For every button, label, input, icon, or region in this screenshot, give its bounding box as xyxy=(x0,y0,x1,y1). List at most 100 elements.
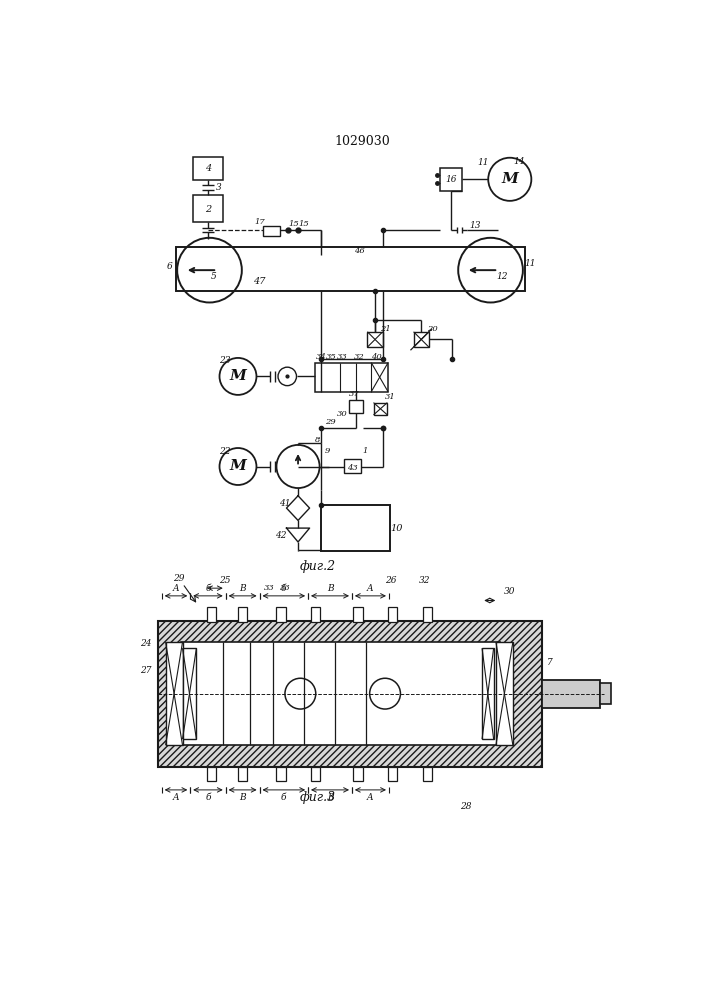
Bar xyxy=(423,767,432,781)
Text: 4: 4 xyxy=(205,164,211,173)
Bar xyxy=(440,168,462,191)
Text: 33: 33 xyxy=(264,584,275,592)
Text: 41: 41 xyxy=(279,499,291,508)
Bar xyxy=(354,607,363,622)
Text: б: б xyxy=(205,584,211,593)
Bar xyxy=(354,767,363,781)
Text: 22: 22 xyxy=(219,447,230,456)
Text: 40: 40 xyxy=(371,353,382,361)
Bar xyxy=(321,505,390,551)
Text: 20: 20 xyxy=(426,325,438,333)
Bar xyxy=(315,363,388,392)
Text: 28: 28 xyxy=(460,802,472,811)
Text: 30: 30 xyxy=(337,410,348,418)
Text: фиг.3: фиг.3 xyxy=(299,791,335,804)
Text: 17: 17 xyxy=(255,218,265,226)
Text: б: б xyxy=(205,793,211,802)
Text: B: B xyxy=(239,584,246,593)
Text: A: A xyxy=(367,793,374,802)
Text: 42: 42 xyxy=(275,531,287,540)
Text: 3: 3 xyxy=(216,183,221,192)
Text: 31: 31 xyxy=(385,393,396,401)
Text: 26: 26 xyxy=(385,576,396,585)
Bar xyxy=(373,403,387,415)
Bar xyxy=(176,247,525,291)
Bar xyxy=(181,642,500,745)
Text: M: M xyxy=(501,172,518,186)
Text: 35: 35 xyxy=(326,353,337,361)
Text: 33: 33 xyxy=(279,584,291,592)
Text: 9: 9 xyxy=(325,447,330,455)
Text: 12: 12 xyxy=(496,272,508,281)
Bar xyxy=(600,683,612,704)
Text: 6: 6 xyxy=(167,262,173,271)
Bar xyxy=(311,767,320,781)
Circle shape xyxy=(285,678,316,709)
Text: 29: 29 xyxy=(173,574,185,583)
Bar xyxy=(423,607,432,622)
Text: 23: 23 xyxy=(219,356,230,365)
Text: 13: 13 xyxy=(469,221,481,230)
Text: 8: 8 xyxy=(315,436,320,444)
Text: 15: 15 xyxy=(289,220,300,228)
Text: B: B xyxy=(327,793,333,802)
Bar xyxy=(238,767,247,781)
Text: M: M xyxy=(230,460,247,474)
Bar xyxy=(192,157,223,180)
Text: 32: 32 xyxy=(354,353,365,361)
Bar xyxy=(482,648,493,739)
Bar xyxy=(414,332,429,347)
Text: 25: 25 xyxy=(219,576,230,585)
Text: A: A xyxy=(173,793,180,802)
Text: 30: 30 xyxy=(504,587,515,596)
Text: A: A xyxy=(173,584,180,593)
Bar xyxy=(182,648,197,739)
Text: A: A xyxy=(367,584,374,593)
Text: б: б xyxy=(281,793,286,802)
Text: 5: 5 xyxy=(211,272,216,281)
Text: 37: 37 xyxy=(349,390,360,398)
Text: 32: 32 xyxy=(419,576,431,585)
Text: B: B xyxy=(239,793,246,802)
Bar xyxy=(349,400,363,413)
Bar xyxy=(192,195,223,222)
Bar xyxy=(207,607,216,622)
Text: 15: 15 xyxy=(299,220,310,228)
Bar xyxy=(311,607,320,622)
Text: 46: 46 xyxy=(354,247,365,255)
Text: 24: 24 xyxy=(140,639,151,648)
Bar xyxy=(496,642,513,745)
Bar xyxy=(207,767,216,781)
Text: 11: 11 xyxy=(478,158,489,167)
Text: б: б xyxy=(281,584,286,593)
Text: 43: 43 xyxy=(347,464,358,472)
Text: 47: 47 xyxy=(253,277,266,286)
Bar xyxy=(165,642,182,745)
Text: 2: 2 xyxy=(205,205,211,214)
Bar xyxy=(264,226,281,235)
Bar xyxy=(388,767,397,781)
Text: 14: 14 xyxy=(513,157,525,166)
Text: 34: 34 xyxy=(316,353,327,361)
Text: 1029030: 1029030 xyxy=(334,135,390,148)
Text: 7: 7 xyxy=(547,658,553,667)
Text: 11: 11 xyxy=(525,259,537,268)
Text: 21: 21 xyxy=(380,325,391,333)
Bar xyxy=(276,767,286,781)
Bar xyxy=(344,459,361,473)
Bar xyxy=(276,607,286,622)
Text: 29: 29 xyxy=(325,418,336,426)
Text: фиг.2: фиг.2 xyxy=(299,560,335,573)
Text: 27: 27 xyxy=(140,666,151,675)
Text: 1: 1 xyxy=(363,447,368,455)
Text: B: B xyxy=(327,584,333,593)
Bar xyxy=(388,607,397,622)
Bar xyxy=(158,620,542,767)
Text: 10: 10 xyxy=(390,524,403,533)
Bar xyxy=(542,680,600,708)
Text: M: M xyxy=(230,369,247,383)
Circle shape xyxy=(370,678,400,709)
Bar xyxy=(238,607,247,622)
Text: 16: 16 xyxy=(445,175,457,184)
Text: 33: 33 xyxy=(337,353,348,361)
